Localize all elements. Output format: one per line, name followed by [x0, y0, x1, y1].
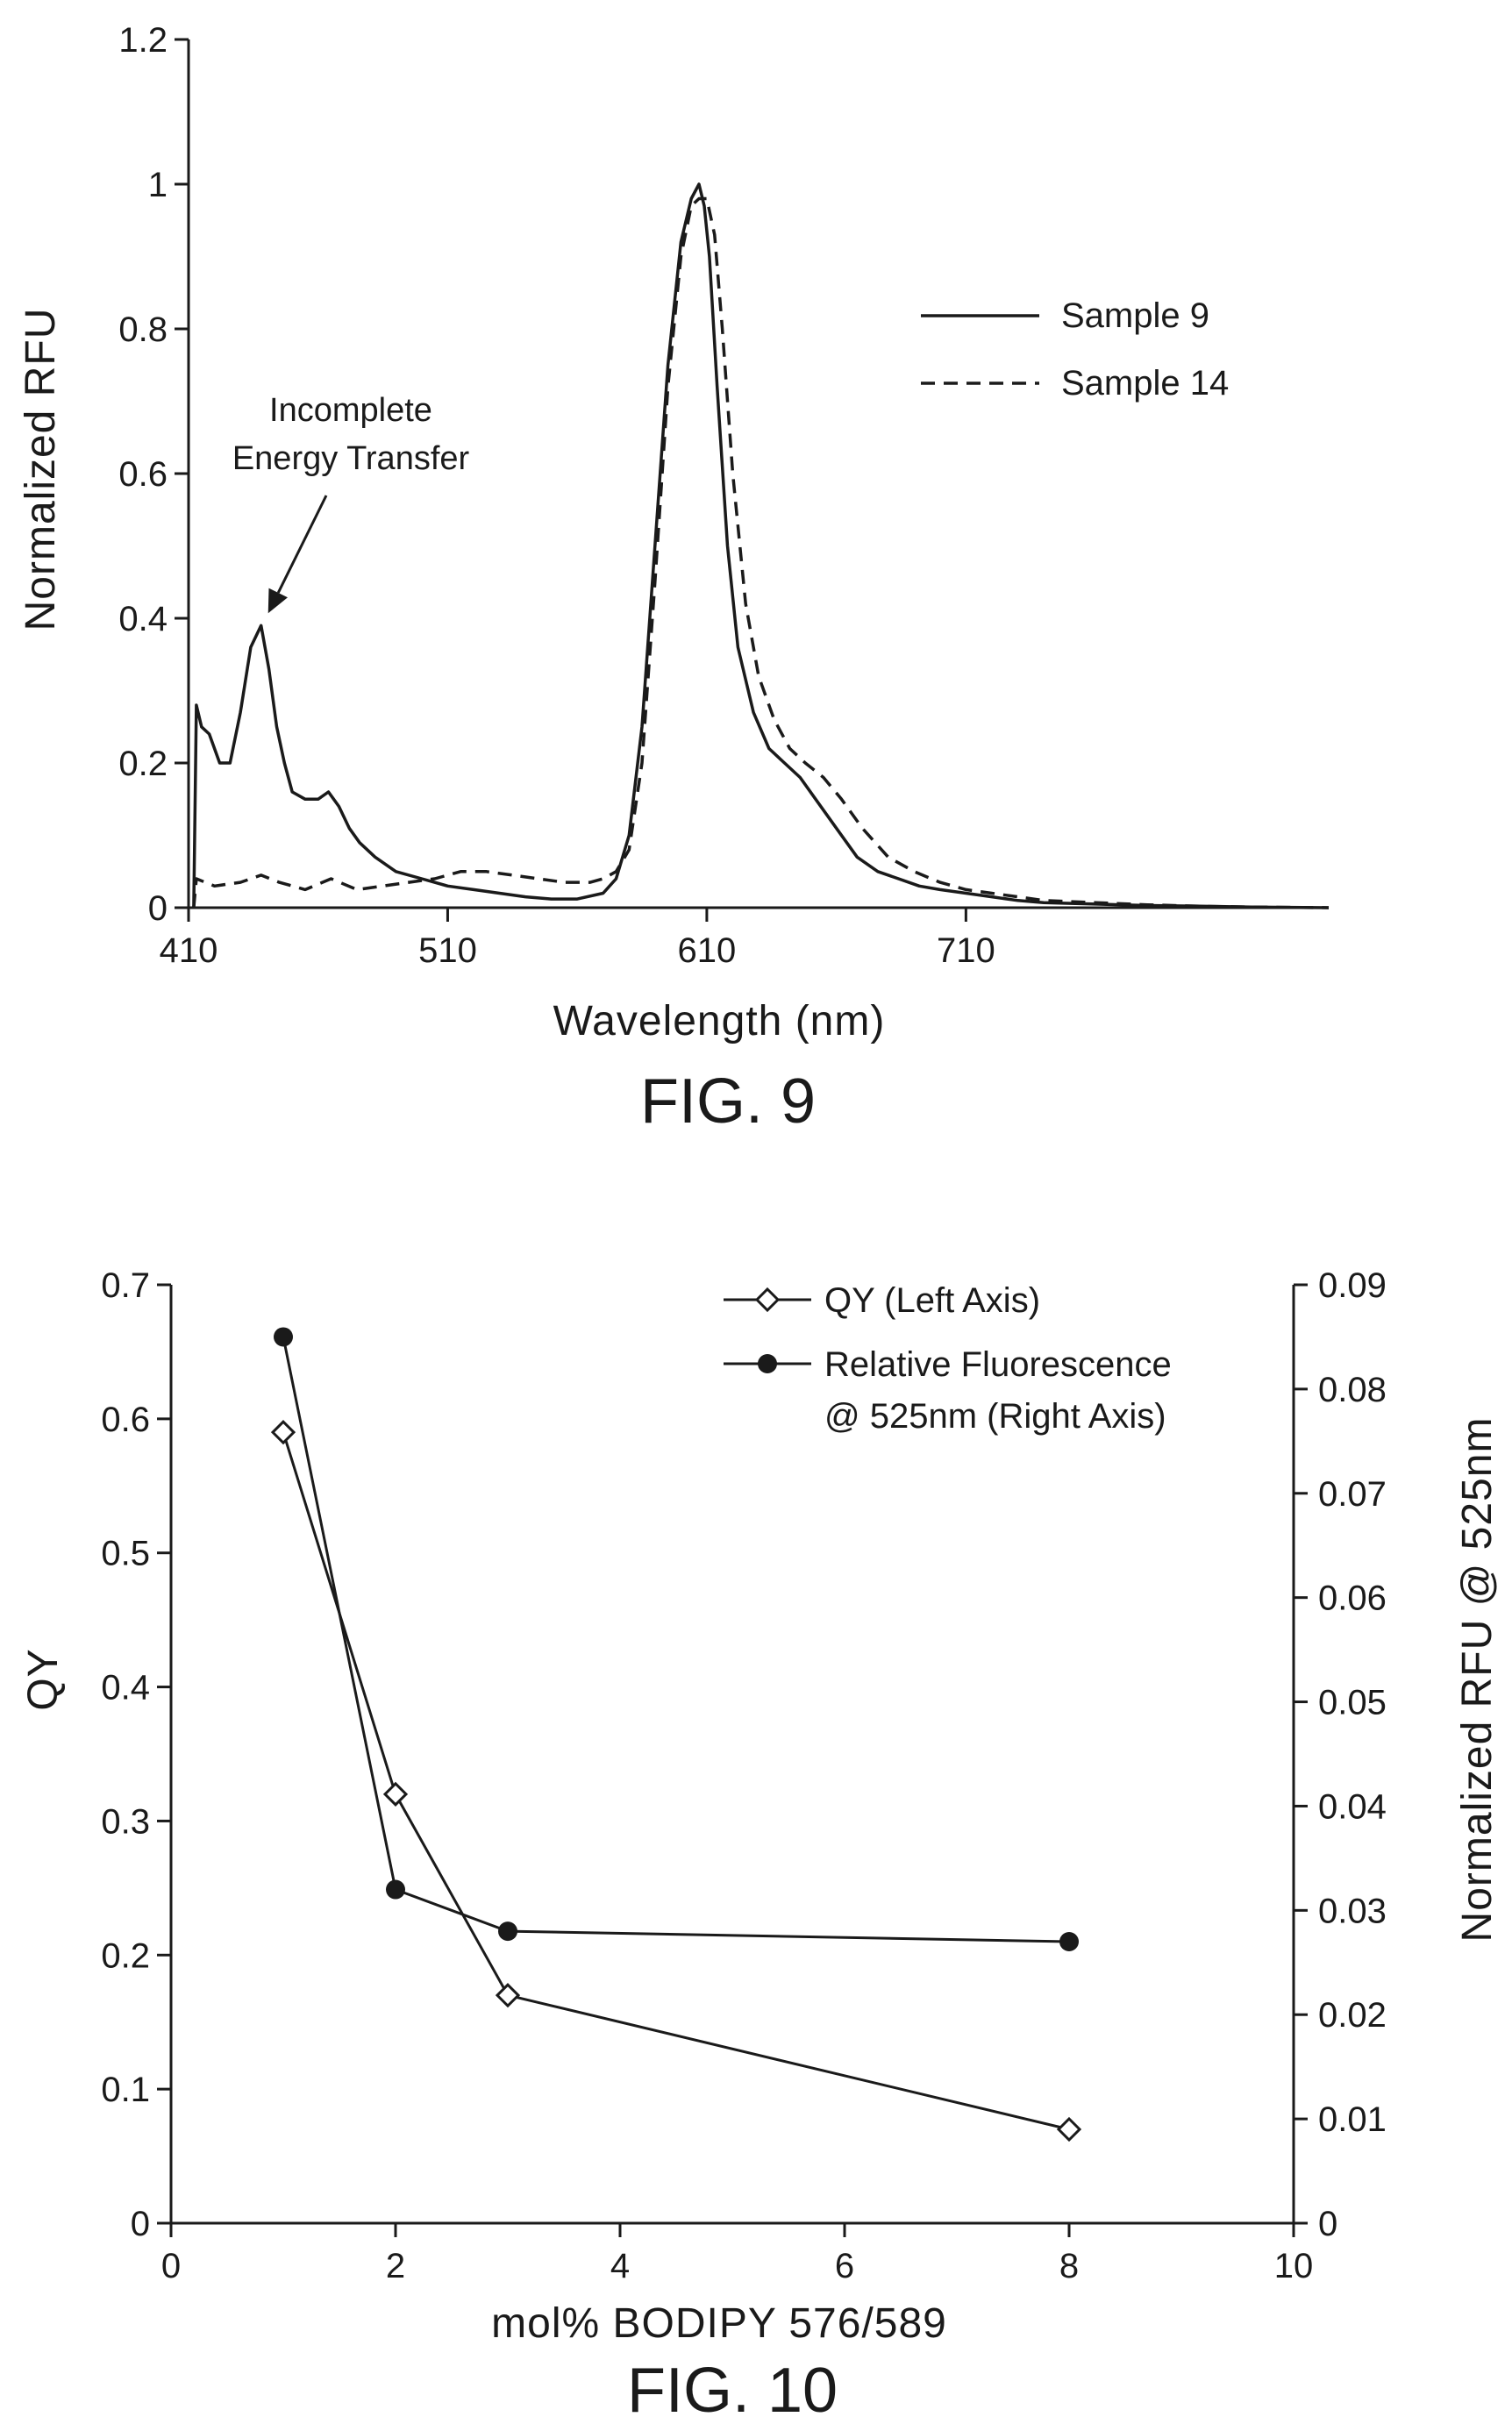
y-tick-label: 0.4 [118, 600, 168, 638]
fig10-y2-axis-title: Normalized RFU @ 525nm [1454, 1417, 1501, 1943]
y2-tick-label: 0.05 [1318, 1684, 1387, 1722]
y-tick-label: 0.3 [101, 1802, 150, 1841]
x-tick-label: 410 [160, 931, 218, 970]
y-tick-label: 0 [131, 2205, 150, 2243]
relative-fluorescence-point [274, 1327, 293, 1347]
y-tick-label: 0 [148, 889, 168, 928]
fig9-caption: FIG. 9 [640, 1066, 816, 1137]
relative-fluorescence-point [386, 1879, 405, 1900]
legend-label-sample-14: Sample 14 [1061, 364, 1229, 403]
y2-tick-label: 0.03 [1318, 1892, 1387, 1930]
fig10-x-axis-title: mol% BODIPY 576/589 [491, 2300, 947, 2347]
fig9-series [192, 182, 1330, 909]
legend-marker-relative-fluorescence [758, 1354, 777, 1373]
y2-tick-label: 0.02 [1318, 1996, 1387, 2035]
fig9-x-axis-title: Wavelength (nm) [553, 998, 886, 1044]
y2-tick-label: 0.04 [1318, 1787, 1387, 1826]
fig9-annotation: Incomplete Energy Transfer [232, 392, 470, 614]
y-tick-label: 0.2 [118, 745, 168, 783]
qy-point [1056, 2116, 1082, 2142]
annotation-arrow-line [276, 495, 328, 594]
qy-point [495, 1983, 521, 2008]
fig10-legend: QY (Left Axis) Relative Fluorescence @ 5… [724, 1281, 1172, 1436]
relative-fluorescence-point [1059, 1932, 1079, 1951]
series-line-relative-fluorescence [282, 1337, 1070, 1943]
y-tick-label: 1 [148, 166, 168, 204]
legend-label-sample-9: Sample 9 [1061, 296, 1209, 335]
x-tick-label: 10 [1274, 2247, 1314, 2285]
x-tick-label: 610 [678, 931, 737, 970]
qy-point [270, 1420, 296, 1445]
x-tick-label: 8 [1059, 2247, 1079, 2285]
x-tick-label: 2 [386, 2247, 405, 2285]
series-line-sample-9 [192, 182, 1330, 909]
y-tick-label: 1.2 [118, 21, 168, 60]
y-tick-label: 0.8 [118, 310, 168, 349]
legend-label-qy: QY (Left Axis) [824, 1281, 1040, 1320]
fig9-legend: Sample 9 Sample 14 [921, 296, 1229, 403]
x-tick-label: 4 [610, 2247, 630, 2285]
y2-tick-label: 0.06 [1318, 1579, 1387, 1618]
series-line-sample-14 [192, 196, 1330, 909]
y-tick-label: 0.2 [101, 1936, 150, 1975]
legend-marker-qy [754, 1287, 781, 1313]
y2-tick-label: 0 [1318, 2205, 1337, 2243]
annotation-line-1: Incomplete [269, 392, 432, 429]
y2-tick-label: 0.01 [1318, 2100, 1387, 2139]
annotation-line-2: Energy Transfer [232, 440, 470, 477]
annotation-arrow-head [267, 588, 288, 614]
legend-label-relative-fluorescence-line-1: Relative Fluorescence [824, 1345, 1172, 1384]
y2-tick-label: 0.08 [1318, 1371, 1387, 1409]
fig9-chart: 0 0.2 0.4 0.6 0.8 1 1.2 410 510 610 710 Incomplete… [18, 21, 1330, 1137]
x-tick-label: 710 [937, 931, 995, 970]
y-tick-label: 0.1 [101, 2071, 150, 2109]
fig9-ticks: 0 0.2 0.4 0.6 0.8 1 1.2 410 510 610 710 [118, 21, 995, 970]
fig10-chart: 0 0.1 0.2 0.3 0.4 0.5 0.6 0.7 0 0.01 0.02 0.03 0.04 0… [20, 1266, 1501, 2424]
fig10-ticks: 0 0.1 0.2 0.3 0.4 0.5 0.6 0.7 0 0.01 0.02 0.03 0.04 0… [101, 1266, 1386, 2285]
x-tick-label: 0 [161, 2247, 181, 2285]
y2-tick-label: 0.07 [1318, 1475, 1387, 1514]
qy-point [382, 1781, 409, 1807]
fig10-caption: FIG. 10 [627, 2356, 838, 2424]
fig9-y-axis-title: Normalized RFU [18, 308, 64, 631]
fig10-series [270, 1327, 1082, 2142]
y-tick-label: 0.5 [101, 1535, 150, 1573]
relative-fluorescence-point [498, 1921, 517, 1942]
fig10-y-axis-title: QY [20, 1648, 67, 1710]
legend-label-relative-fluorescence-line-2: @ 525nm (Right Axis) [824, 1397, 1166, 1436]
y-tick-label: 0.4 [101, 1669, 150, 1707]
y-tick-label: 0.6 [101, 1401, 150, 1439]
x-tick-label: 510 [418, 931, 477, 970]
x-tick-label: 6 [835, 2247, 854, 2285]
y2-tick-label: 0.09 [1318, 1266, 1387, 1305]
y-tick-label: 0.7 [101, 1266, 150, 1305]
series-line-qy [282, 1431, 1070, 2131]
fig10-axes [169, 1285, 1295, 2225]
y-tick-label: 0.6 [118, 455, 168, 494]
